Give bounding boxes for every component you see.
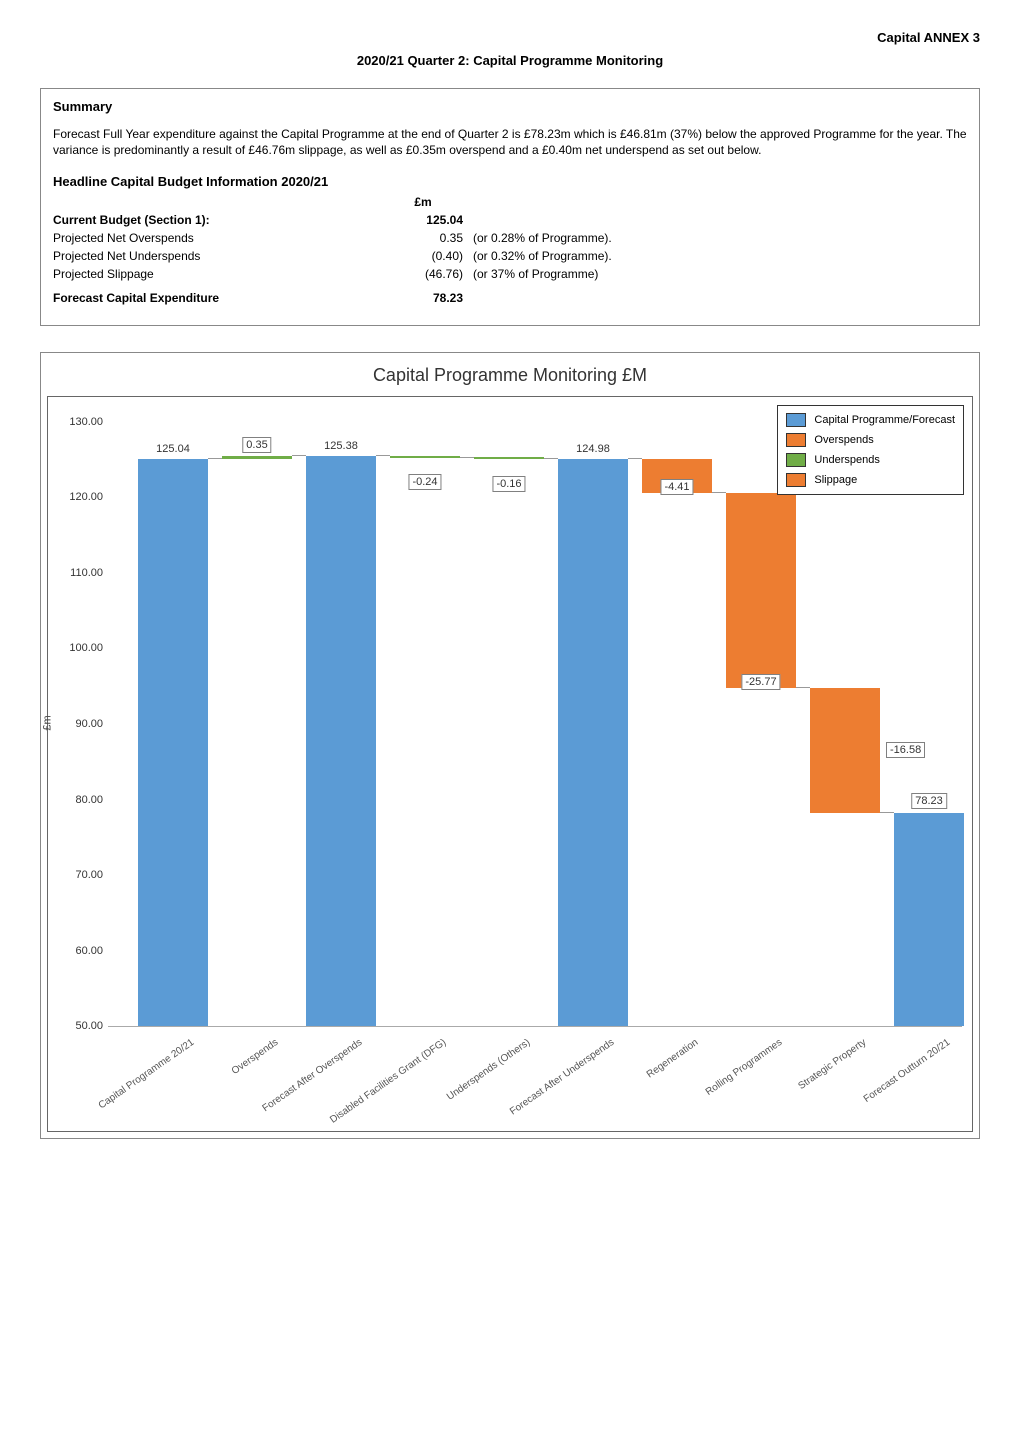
bar-slot: -0.24	[390, 406, 460, 1026]
chart-container: Capital Programme Monitoring £M Capital …	[40, 352, 980, 1139]
budget-row-note: (or 37% of Programme)	[473, 265, 618, 283]
legend-label: Underspends	[814, 454, 879, 466]
x-axis-labels: Capital Programme 20/21OverspendsForecas…	[108, 1031, 962, 1121]
legend-swatch	[786, 473, 806, 487]
legend-label: Capital Programme/Forecast	[814, 414, 955, 426]
y-tick: 110.00	[58, 567, 103, 579]
summary-box: Summary Forecast Full Year expenditure a…	[40, 88, 980, 326]
bar-slot: 125.04	[138, 406, 208, 1026]
connector-line	[376, 455, 390, 456]
bar-slot: 124.98	[558, 406, 628, 1026]
budget-row: Current Budget (Section 1):125.04	[53, 211, 618, 229]
bar	[894, 813, 964, 1026]
y-tick: 120.00	[58, 491, 103, 503]
bar	[474, 457, 544, 459]
y-tick: 90.00	[58, 718, 103, 730]
budget-col-header: £m	[383, 193, 473, 211]
legend-label: Slippage	[814, 474, 857, 486]
legend-swatch	[786, 413, 806, 427]
bar-value-label: -4.41	[660, 479, 693, 495]
bar-slot: -25.77	[726, 406, 796, 1026]
bar	[810, 688, 880, 813]
connector-line	[460, 457, 474, 458]
budget-row: Projected Net Overspends0.35(or 0.28% of…	[53, 229, 618, 247]
bar-value-label: -0.16	[492, 476, 525, 492]
legend-swatch	[786, 433, 806, 447]
bar-value-label: -0.24	[408, 474, 441, 490]
budget-row-value: 125.04	[383, 211, 473, 229]
chart-legend: Capital Programme/Forecast Overspends Unde…	[777, 405, 964, 495]
budget-row-note	[473, 211, 618, 229]
budget-row-note: (or 0.28% of Programme).	[473, 229, 618, 247]
legend-item: Capital Programme/Forecast	[784, 410, 957, 430]
forecast-value: 78.23	[383, 289, 473, 307]
headline-heading: Headline Capital Budget Information 2020…	[53, 174, 967, 189]
connector-line	[544, 458, 558, 459]
bar-value-label: -25.77	[741, 674, 780, 690]
legend-item: Overspends	[784, 430, 957, 450]
connector-line	[880, 812, 894, 813]
bar-slot: 125.38	[306, 406, 376, 1026]
y-tick: 70.00	[58, 869, 103, 881]
bar	[390, 456, 460, 458]
budget-row-label: Current Budget (Section 1):	[53, 211, 383, 229]
budget-table: £m Current Budget (Section 1):125.04Proj…	[53, 193, 618, 307]
bar	[138, 459, 208, 1026]
budget-row-value: 0.35	[383, 229, 473, 247]
bar-slot: 0.35	[222, 406, 292, 1026]
y-tick: 100.00	[58, 642, 103, 654]
connector-line	[712, 492, 726, 493]
legend-swatch	[786, 453, 806, 467]
budget-row: Projected Net Underspends(0.40)(or 0.32%…	[53, 247, 618, 265]
bar-slot: -4.41	[642, 406, 712, 1026]
summary-text: Forecast Full Year expenditure against t…	[53, 126, 967, 158]
budget-row-value: (46.76)	[383, 265, 473, 283]
budget-row: Projected Slippage(46.76)(or 37% of Prog…	[53, 265, 618, 283]
chart-title: Capital Programme Monitoring £M	[47, 359, 973, 396]
bar-slot: -0.16	[474, 406, 544, 1026]
bar-value-label: 125.04	[138, 443, 208, 455]
bar	[306, 456, 376, 1026]
connector-line	[208, 458, 222, 459]
budget-row-value: (0.40)	[383, 247, 473, 265]
y-axis-unit: £m	[42, 716, 54, 731]
chart-body: Capital Programme/Forecast Overspends Unde…	[47, 396, 973, 1132]
forecast-label: Forecast Capital Expenditure	[53, 289, 383, 307]
bar	[222, 456, 292, 459]
budget-row-note: (or 0.32% of Programme).	[473, 247, 618, 265]
chart-plot: 50.0060.0070.0080.0090.00100.00110.00120…	[108, 407, 962, 1027]
legend-item: Slippage	[784, 470, 957, 490]
bar-value-label: 124.98	[558, 443, 628, 455]
y-tick: 60.00	[58, 945, 103, 957]
bar-slot: 78.23	[894, 406, 964, 1026]
budget-row-label: Projected Net Underspends	[53, 247, 383, 265]
y-tick: 50.00	[58, 1020, 103, 1032]
bar-slot: -16.58	[810, 406, 880, 1026]
connector-line	[628, 458, 642, 459]
connector-line	[796, 687, 810, 688]
budget-row-label: Projected Net Overspends	[53, 229, 383, 247]
y-tick: 80.00	[58, 794, 103, 806]
bar-value-label: 78.23	[911, 793, 947, 809]
bar	[726, 493, 796, 688]
bar-value-label: 125.38	[306, 440, 376, 452]
connector-line	[292, 455, 306, 456]
annex-label: Capital ANNEX 3	[40, 30, 980, 45]
doc-title: 2020/21 Quarter 2: Capital Programme Mon…	[40, 53, 980, 68]
legend-label: Overspends	[814, 434, 873, 446]
bar	[558, 459, 628, 1026]
y-tick: 130.00	[58, 416, 103, 428]
budget-row-label: Projected Slippage	[53, 265, 383, 283]
legend-item: Underspends	[784, 450, 957, 470]
bar-value-label: 0.35	[242, 437, 271, 453]
summary-heading: Summary	[53, 99, 967, 114]
